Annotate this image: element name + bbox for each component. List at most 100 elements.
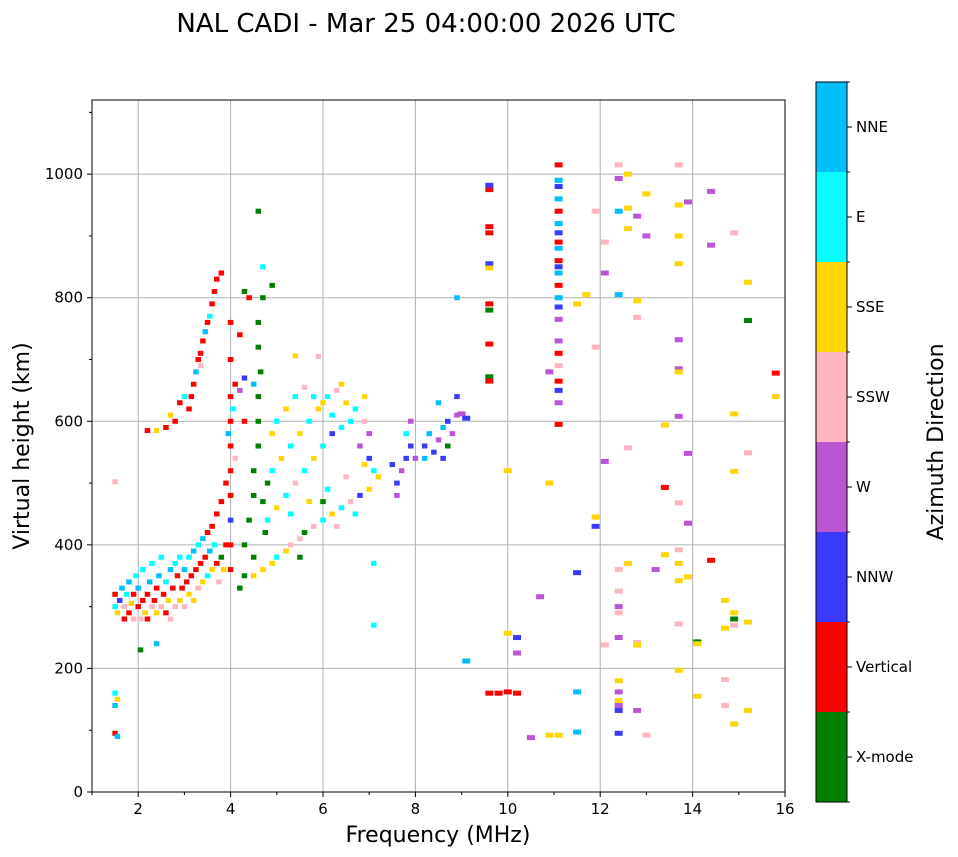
data-point-w (600, 458, 609, 464)
data-point-vertical (190, 381, 197, 387)
data-point-e (287, 511, 294, 517)
data-point-ssw (130, 616, 137, 622)
colorbar-label-w: W (856, 478, 871, 496)
data-point-ssw (232, 455, 238, 461)
data-point-nne (462, 658, 471, 664)
data-point-vertical (144, 591, 151, 597)
data-point-e (324, 394, 331, 400)
colorbar-segment-x-mode (816, 712, 847, 802)
data-point-vertical (237, 332, 243, 338)
data-point-w (237, 387, 243, 393)
data-point-nnw (614, 707, 623, 713)
data-point-e (311, 394, 317, 400)
data-point-vertical (218, 270, 225, 276)
data-point-vertical (172, 418, 178, 424)
data-point-vertical (160, 591, 167, 597)
data-point-ssw (311, 523, 317, 529)
data-point-ssw (554, 363, 563, 369)
data-point-ssw (334, 523, 340, 529)
data-point-nnw (440, 455, 446, 461)
data-point-vertical (140, 597, 146, 603)
data-point-nne (454, 295, 460, 301)
data-point-w (614, 175, 623, 181)
data-point-sse (674, 261, 683, 267)
data-point-nnw (554, 184, 563, 189)
data-point-vertical (112, 730, 118, 736)
data-point-ssw (216, 579, 222, 585)
data-point-ssw (591, 208, 600, 214)
data-point-ssw (720, 677, 729, 683)
data-point-sse (730, 411, 739, 417)
data-point-sse (614, 698, 623, 704)
data-point-vertical (170, 585, 176, 591)
data-point-nnw (357, 492, 363, 498)
data-point-ssw (623, 445, 632, 451)
data-point-e (230, 406, 236, 412)
data-point-ssw (633, 314, 642, 320)
data-point-sse (614, 678, 623, 684)
data-point-sse (167, 412, 174, 418)
data-point-sse (186, 591, 192, 597)
data-point-ssw (167, 616, 174, 622)
data-point-e (158, 554, 165, 560)
data-point-sse (730, 468, 739, 474)
data-point-nne (554, 196, 563, 202)
data-point-nne (554, 295, 563, 301)
data-point-sse (329, 511, 335, 517)
data-point-vertical (213, 276, 220, 282)
data-point-vertical (232, 381, 238, 387)
data-point-sse (674, 233, 683, 239)
data-point-ssw (674, 621, 683, 627)
data-point-nne (190, 548, 197, 554)
data-point-sse (153, 610, 160, 616)
data-point-vertical (153, 585, 160, 591)
y-axis-label: Virtual height (km) (10, 342, 35, 549)
x-axis-label: Frequency (MHz) (346, 823, 531, 848)
data-point-sse (660, 552, 669, 558)
data-point-e (301, 468, 308, 474)
data-point-nnw (554, 230, 563, 236)
data-point-vertical (218, 499, 225, 505)
data-point-vertical (179, 585, 185, 591)
data-point-vertical (494, 690, 503, 696)
data-point-sse (693, 693, 702, 699)
data-point-e (403, 431, 409, 437)
data-point-sse (142, 610, 148, 616)
data-point-ssw (720, 703, 729, 708)
data-point-x-mode (255, 344, 262, 350)
data-point-ssw (334, 387, 340, 393)
data-point-sse (730, 721, 739, 727)
data-point-nne (167, 567, 174, 573)
data-point-sse (485, 265, 494, 271)
data-point-vertical (227, 357, 234, 362)
data-point-nne (554, 177, 563, 183)
data-point-sse (623, 560, 632, 566)
data-point-sse (730, 610, 739, 616)
data-point-e (283, 492, 289, 498)
data-point-nnw (421, 443, 428, 449)
colorbar-label: Azimuth Direction (924, 343, 949, 540)
colorbar-label-ssw: SSW (856, 388, 890, 406)
data-point-ssw (112, 479, 118, 485)
data-point-x-mode (444, 443, 451, 449)
data-point-vertical (183, 579, 190, 585)
data-point-vertical (227, 567, 234, 573)
data-point-nnw (227, 517, 234, 523)
data-point-vertical (771, 370, 780, 376)
x-tick-label: 12 (591, 800, 610, 818)
data-point-e (186, 554, 192, 560)
data-point-sse (582, 292, 591, 298)
data-point-ssw (121, 604, 128, 610)
data-point-sse (503, 468, 512, 474)
data-point-vertical (151, 597, 158, 603)
data-point-e (274, 554, 280, 560)
plot-frame (91, 99, 786, 793)
y-tick-label: 400 (54, 536, 83, 554)
data-point-x-mode (255, 319, 262, 325)
data-point-vertical (163, 424, 169, 430)
data-point-sse (623, 205, 632, 211)
data-point-sse (674, 578, 683, 584)
data-point-nnw (485, 261, 494, 267)
data-point-e (292, 394, 299, 400)
